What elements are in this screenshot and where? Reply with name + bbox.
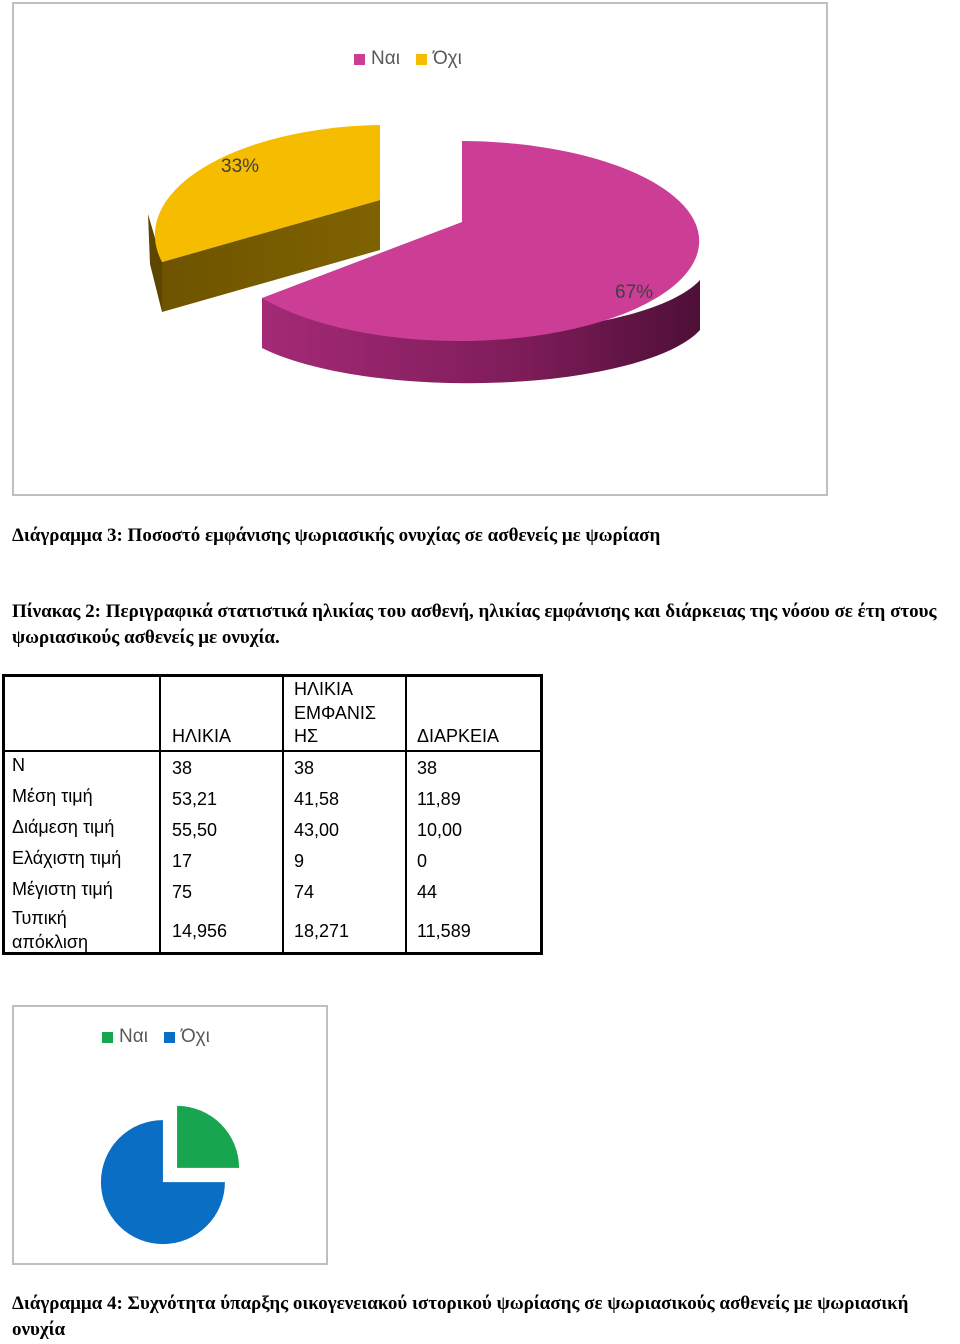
pie-slice-no-side: [162, 200, 380, 312]
legend-item-no: Όχι: [415, 48, 462, 70]
header-duration: ΔΙΑΡΚΕΙΑ: [417, 726, 500, 746]
row-label-median: Διάμεση τιμή: [12, 817, 115, 837]
figure4-caption: Διάγραμμα 4: Συχνότητα ύπαρξης οικογενει…: [12, 1293, 909, 1340]
pie-slice-yes: [262, 141, 700, 341]
table-header-divider: [2, 750, 543, 752]
row-label-min: Ελάχιστη τιμή: [12, 848, 122, 868]
pie-slice-no: [154, 125, 380, 262]
cell-min-onset: 9: [294, 851, 305, 871]
pie3d-svg: [148, 125, 700, 384]
pie2-slice-yes: [177, 1105, 240, 1168]
cell-n-duration: 38: [417, 758, 438, 778]
legend-label-no: Όχι: [432, 48, 462, 69]
legend2-item-yes: Ναι: [102, 1026, 148, 1048]
cell-max-age: 75: [172, 882, 193, 902]
pie-slice-yes-side: [262, 280, 700, 384]
cell-median-age: 55,50: [172, 820, 218, 840]
legend-swatch-no: [415, 53, 427, 65]
header-onset-line2: ΕΜΦΑΝΙΣ: [294, 703, 376, 723]
cell-max-onset: 74: [294, 882, 315, 902]
cell-sd-onset: 18,271: [294, 921, 350, 941]
legend-item-yes: Ναι: [354, 48, 400, 70]
chart1-legend: Ναι Όχι: [354, 48, 478, 70]
cell-sd-duration: 11,589: [417, 921, 471, 941]
cell-max-duration: 44: [417, 882, 438, 902]
cell-median-onset: 43,00: [294, 820, 340, 840]
figure3-caption: Διάγραμμα 3: Ποσοστό εμφάνισης ψωριασική…: [12, 525, 661, 546]
row-label-sd-line2: απόκλιση: [12, 932, 88, 952]
pie2-slice-no: [100, 1120, 225, 1245]
table-col-divider: [282, 674, 284, 955]
header-onset-line1: ΗΛΙΚΙΑ: [294, 679, 354, 699]
legend2-label-no: Όχι: [180, 1026, 210, 1047]
table-col-divider: [159, 674, 161, 955]
header-age: ΗΛΙΚΙΑ: [172, 726, 232, 746]
pie-label-no: 33%: [221, 156, 260, 177]
table-col-divider: [405, 674, 407, 955]
cell-sd-age: 14,956: [172, 921, 228, 941]
stats-table: [2, 674, 543, 955]
legend-label-yes: Ναι: [371, 48, 400, 69]
legend2-swatch-no: [163, 1031, 175, 1043]
cell-min-age: 17: [172, 851, 193, 871]
row-label-n: N: [12, 755, 25, 775]
table2-title: Πίνακας 2: Περιγραφικά στατιστικά ηλικία…: [12, 601, 937, 648]
row-label-max: Μέγιστη τιμή: [12, 879, 113, 899]
cell-n-onset: 38: [294, 758, 315, 778]
row-label-sd-line1: Τυπική: [12, 908, 67, 928]
cell-median-duration: 10,00: [417, 820, 463, 840]
header-onset-line3: ΗΣ: [294, 726, 319, 746]
legend-swatch-yes: [354, 53, 365, 65]
cell-min-duration: 0: [417, 851, 428, 871]
cell-n-age: 38: [172, 758, 193, 778]
chart2-legend: Ναι Όχι: [102, 1026, 226, 1048]
cell-mean-onset: 41,58: [294, 789, 340, 809]
legend2-swatch-yes: [102, 1031, 113, 1043]
pie-slice-no-side-front: [148, 214, 162, 312]
cell-mean-age: 53,21: [172, 789, 218, 809]
legend2-label-yes: Ναι: [119, 1026, 148, 1047]
pie-label-yes: 67%: [615, 282, 654, 303]
row-label-mean: Μέση τιμή: [12, 786, 93, 806]
legend2-item-no: Όχι: [163, 1026, 210, 1048]
cell-mean-duration: 11,89: [417, 789, 461, 809]
pie2-svg: [100, 1105, 240, 1245]
